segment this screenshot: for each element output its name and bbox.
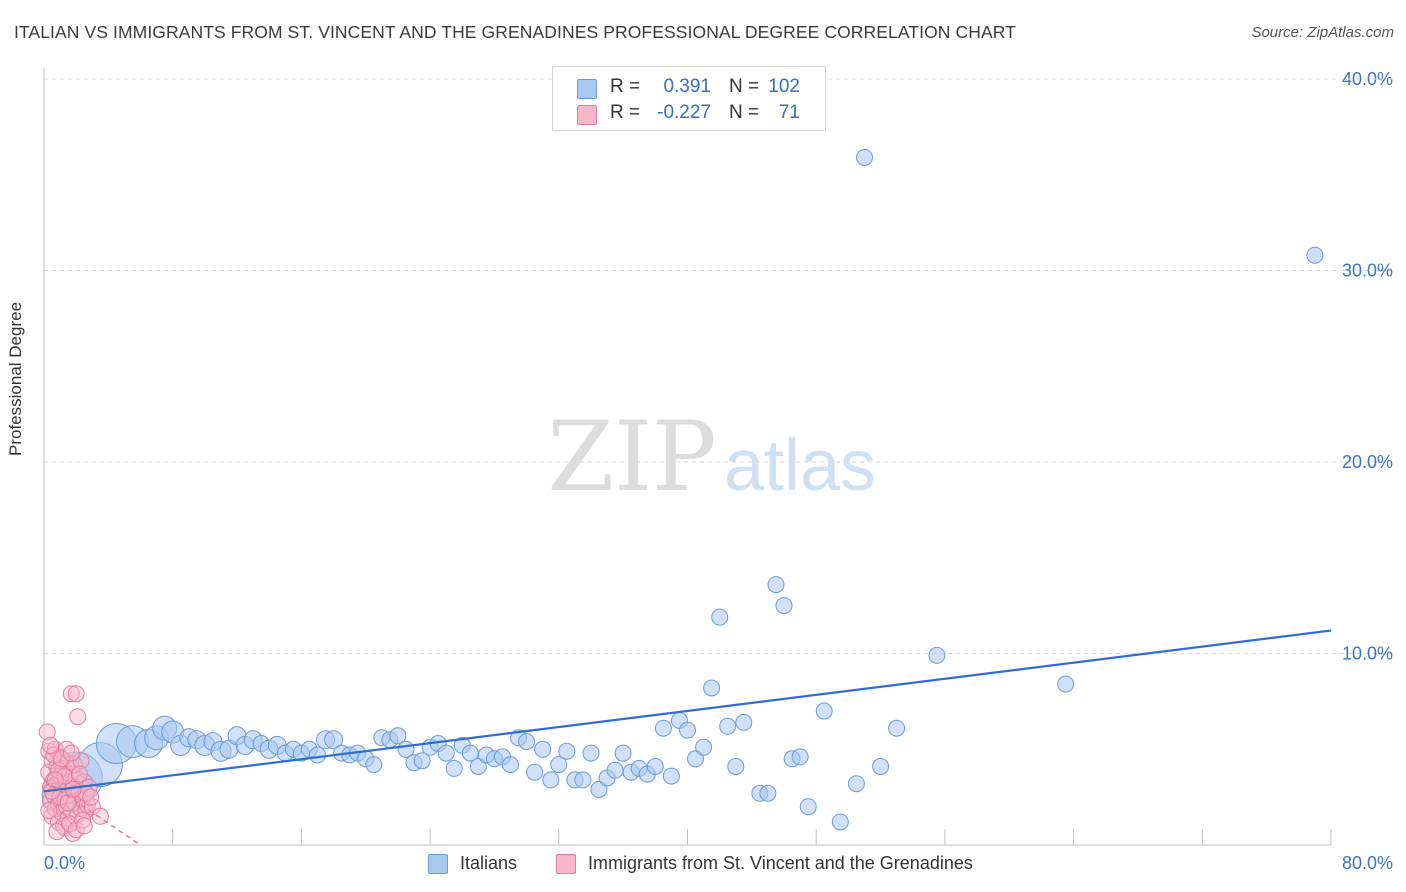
italians-point <box>767 576 785 594</box>
italians-point <box>646 758 664 775</box>
watermark-atlas: atlas <box>724 426 876 506</box>
italians-point <box>799 798 817 816</box>
italians-point <box>365 756 383 774</box>
immigrants-point <box>45 746 63 764</box>
italians-point <box>1057 675 1075 693</box>
correlation-legend: R = 0.391 N = 102 R = -0.227 N = 71 <box>552 66 826 131</box>
italians-point <box>445 759 463 777</box>
immigrants-point <box>61 815 79 833</box>
y-axis-label: Professional Degree <box>6 301 25 456</box>
immigrants-point <box>38 723 56 741</box>
italians-point <box>606 761 624 779</box>
italians-point <box>928 646 946 664</box>
italians-point <box>662 767 680 785</box>
italians-point <box>703 679 721 697</box>
immigrants-point <box>62 685 80 703</box>
immigrants-point <box>67 821 85 839</box>
legend-n-label: N = <box>729 102 760 123</box>
legend-r-value: 0.391 <box>663 76 711 97</box>
y-tick-label: 20.0% <box>1342 452 1393 472</box>
immigrants-point <box>53 750 71 768</box>
italians-point <box>590 781 608 798</box>
series-swatch-immigrants <box>556 854 576 874</box>
legend-r-value: -0.227 <box>657 102 711 123</box>
italians-point <box>614 744 632 762</box>
italians-point <box>735 713 753 731</box>
immigrants-point <box>75 817 93 835</box>
immigrants-point <box>70 765 88 783</box>
italians-point <box>324 730 344 750</box>
italians-point <box>888 719 906 737</box>
italians-point <box>711 608 729 626</box>
italians-point <box>847 775 865 793</box>
immigrants-point <box>48 823 66 841</box>
italians-point <box>759 784 777 802</box>
italians-point <box>687 750 704 768</box>
x-tick-label: 0.0% <box>44 853 85 873</box>
italians-trend-line <box>43 629 1332 793</box>
italians-point <box>856 149 873 166</box>
italians-point <box>791 748 809 766</box>
italians-point <box>558 742 576 760</box>
italians-point <box>574 771 592 789</box>
series-label-italians: Italians <box>460 853 518 873</box>
italians-point <box>518 733 536 751</box>
immigrants-trend-line <box>43 779 141 846</box>
immigrants-point <box>56 767 74 785</box>
chart-title: ITALIAN VS IMMIGRANTS FROM ST. VINCENT A… <box>14 22 1016 42</box>
italians-point <box>815 702 833 720</box>
italians-point <box>872 758 890 775</box>
y-tick-label: 30.0% <box>1342 261 1393 281</box>
legend-swatch-italians <box>577 79 597 99</box>
italians-point <box>831 813 849 831</box>
immigrants-point <box>69 708 87 726</box>
italians-point <box>679 721 696 739</box>
italians-point <box>1306 246 1324 264</box>
immigrants-point <box>82 788 100 806</box>
series-label-immigrants: Immigrants from St. Vincent and the Gren… <box>588 853 973 873</box>
immigrants-point <box>59 794 77 812</box>
italians-point <box>309 746 326 764</box>
watermark-zip: ZIP <box>547 401 716 513</box>
italians-point <box>437 744 455 762</box>
x-tick-label: 80.0% <box>1342 853 1393 873</box>
legend-n-label: N = <box>729 76 760 97</box>
italians-point <box>550 756 568 774</box>
immigrants-point <box>54 817 72 835</box>
italians-point <box>542 771 560 789</box>
immigrants-point <box>67 685 85 703</box>
italians-point <box>719 717 737 735</box>
legend-n-value: 71 <box>778 102 800 123</box>
italians-point <box>775 597 793 615</box>
legend-r-label: R = <box>610 76 641 97</box>
series-swatch-italians <box>428 854 448 874</box>
legend-swatch-immigrants <box>577 105 597 125</box>
legend-n-value: 102 <box>768 76 800 97</box>
series-legend: Italians Immigrants from St. Vincent and… <box>0 852 1406 878</box>
immigrants-point <box>41 736 59 754</box>
y-tick-label: 10.0% <box>1342 644 1393 664</box>
immigrants-point <box>40 802 58 819</box>
italians-point <box>727 758 745 775</box>
source-label: Source: ZipAtlas.com <box>1251 24 1394 41</box>
italians-point <box>582 744 600 762</box>
legend-r-label: R = <box>610 102 641 123</box>
italians-point <box>413 752 431 770</box>
italians-point <box>526 763 544 781</box>
immigrants-point <box>74 811 92 829</box>
italians-point <box>534 740 552 758</box>
italians-point <box>502 756 519 774</box>
italians-point <box>654 719 672 737</box>
immigrants-point <box>46 771 64 789</box>
italians-point <box>389 727 407 745</box>
italians-point <box>695 738 713 756</box>
immigrants-point <box>62 744 80 762</box>
